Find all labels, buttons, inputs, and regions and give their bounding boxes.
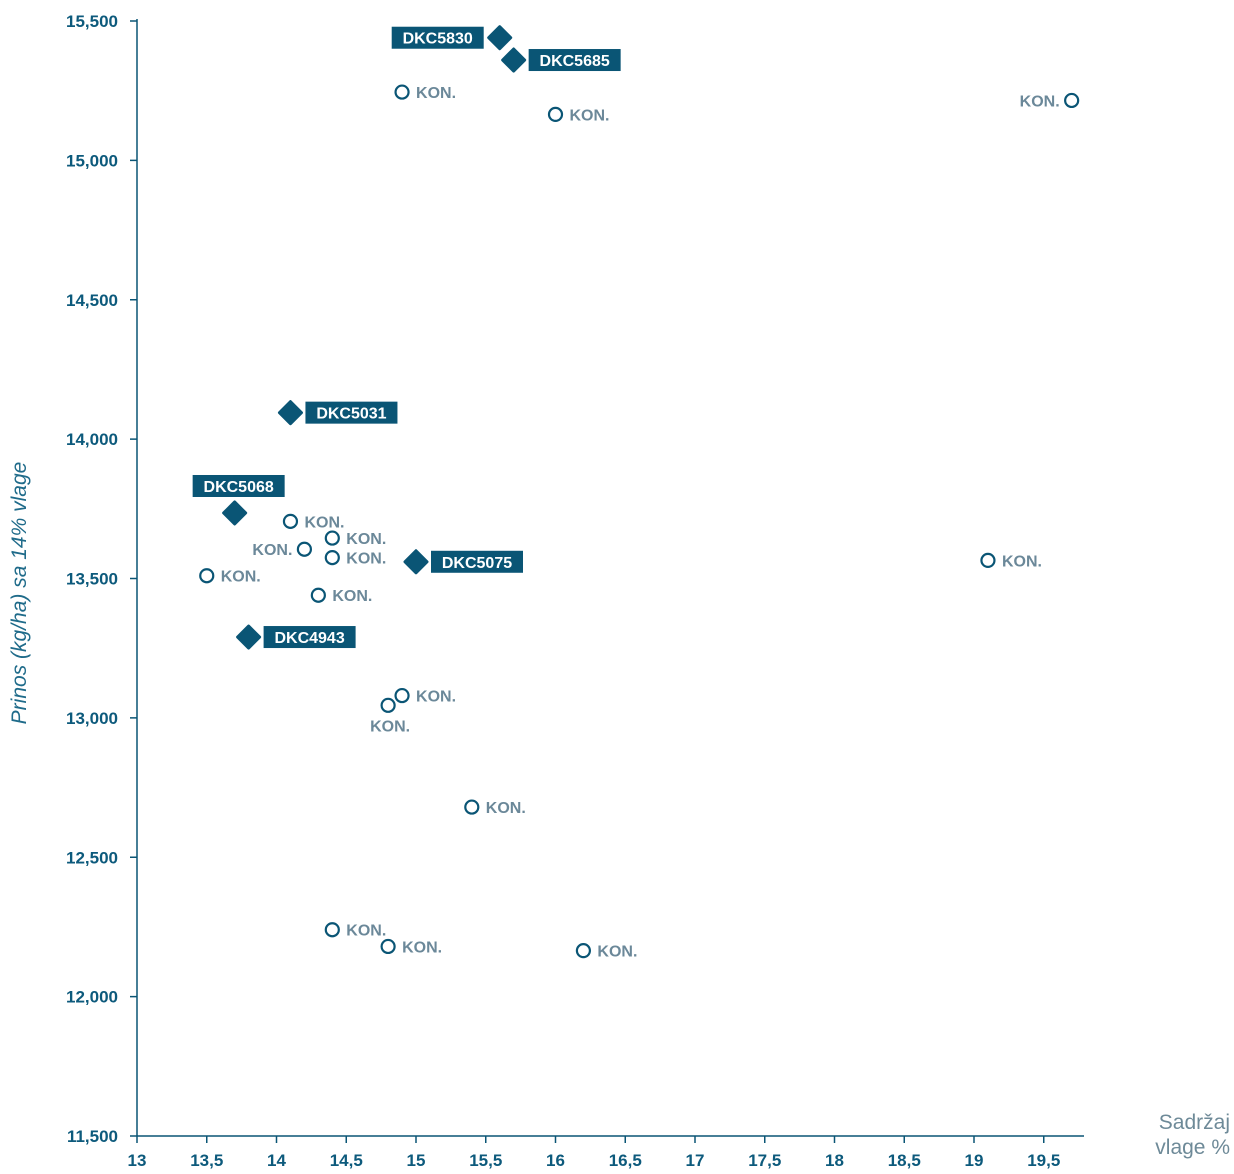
- x-tick-label: 19: [965, 1151, 984, 1170]
- hybrid-point-label: DKC5830: [403, 31, 473, 48]
- control-point-label: KON.: [346, 531, 386, 548]
- hybrid-point-marker: [487, 25, 513, 51]
- control-point-marker: [394, 84, 410, 100]
- hybrid-point-marker: [277, 400, 303, 426]
- control-point-label: KON.: [252, 542, 292, 559]
- x-tick-label: 17,5: [748, 1151, 781, 1170]
- hybrid-label-box: [391, 26, 484, 49]
- control-point-marker: [380, 697, 396, 713]
- x-axis-title: Sadržaj vlage %: [1120, 1110, 1230, 1160]
- x-tick-label: 18,5: [888, 1151, 921, 1170]
- hybrid-point-marker: [501, 47, 527, 73]
- y-axis-ticks: 11,500 12,000 12,500 13,000 13,500 14,000 14,5…: [66, 12, 137, 1146]
- control-point-label: KON.: [1020, 93, 1060, 110]
- hybrid-point-marker: [222, 500, 248, 526]
- hybrid-label-box: [528, 49, 621, 72]
- hybrid-point-label: DKC4943: [274, 630, 344, 647]
- x-tick-label: 18: [825, 1151, 844, 1170]
- control-point-marker: [380, 938, 396, 955]
- control-point-marker: [464, 799, 480, 815]
- control-point-marker: [980, 552, 996, 568]
- control-point-marker: [296, 541, 312, 557]
- control-point-label: KON.: [597, 944, 637, 961]
- control-point-marker: [575, 943, 592, 959]
- x-tick-label: 16: [546, 1151, 565, 1170]
- y-tick-label: 15,000: [66, 151, 118, 170]
- hybrid-label-box: [431, 550, 523, 573]
- axes: [136, 19, 1084, 1137]
- data-points: KON.KON.KON.KON.KON.KON. KON.KON.KON.KON.…: [192, 25, 1080, 961]
- control-point-label: KON.: [346, 551, 386, 568]
- x-tick-label: 19,5: [1027, 1151, 1060, 1170]
- hybrid-label-box: [192, 474, 285, 497]
- x-axis-title-line-2: vlage %: [1155, 1136, 1230, 1159]
- hybrid-point-marker: [403, 549, 429, 575]
- x-axis-ticks: 13 13,5 14 14,5 15 15,5 16 16,5 17 17,5 18 18,5 19 19…: [128, 1136, 1060, 1170]
- y-axis-title: Prinos (kg/ha) sa 14% vlage: [8, 461, 31, 725]
- control-point-label: KON.: [304, 514, 344, 531]
- hybrid-point-label: DKC5031: [316, 406, 386, 423]
- control-point-label: KON.: [332, 588, 372, 605]
- control-point-label: KON.: [1002, 553, 1042, 570]
- control-point-marker: [394, 687, 410, 704]
- x-tick-label: 14,5: [330, 1151, 363, 1170]
- control-point-marker: [199, 568, 215, 584]
- x-tick-label: 15: [407, 1151, 426, 1170]
- y-tick-label: 14,000: [66, 430, 118, 449]
- y-tick-label: 13,500: [66, 570, 118, 589]
- hybrid-label-box: [305, 401, 398, 424]
- x-tick-label: 15,5: [469, 1151, 502, 1170]
- x-tick-label: 13,5: [190, 1151, 223, 1170]
- control-point-marker: [310, 587, 326, 603]
- hybrid-point-label: DKC5075: [442, 555, 512, 572]
- control-point-label: KON.: [370, 718, 410, 735]
- x-tick-label: 17: [686, 1151, 705, 1170]
- x-tick-label: 16,5: [609, 1151, 642, 1170]
- y-tick-label: 15,500: [66, 12, 118, 31]
- control-point-label: KON.: [416, 689, 456, 706]
- control-point-label: KON.: [570, 107, 610, 124]
- x-axis-title-line-1: Sadržaj: [1158, 1111, 1230, 1134]
- control-point-marker: [282, 513, 299, 529]
- y-tick-label: 12,500: [66, 848, 118, 867]
- hybrid-point-label: DKC5685: [540, 53, 610, 70]
- control-point-marker: [547, 106, 564, 122]
- control-point-label: KON.: [486, 800, 526, 817]
- hybrid-point-label: DKC5068: [204, 479, 274, 496]
- y-tick-label: 13,000: [66, 709, 118, 728]
- hybrid-point-marker: [236, 624, 262, 650]
- y-tick-label: 11,500: [67, 1127, 118, 1146]
- control-point-label: KON.: [221, 569, 261, 586]
- control-point-marker: [1064, 92, 1080, 109]
- x-tick-label: 13: [128, 1151, 147, 1170]
- x-tick-label: 14: [267, 1151, 286, 1170]
- y-tick-label: 12,000: [66, 988, 118, 1007]
- control-point-label: KON.: [346, 923, 386, 940]
- control-point-label: KON.: [402, 939, 442, 956]
- y-tick-label: 14,500: [66, 291, 118, 310]
- control-point-marker: [324, 549, 340, 566]
- control-point-label: KON.: [416, 85, 456, 102]
- control-point-marker: [324, 922, 340, 938]
- control-point-marker: [324, 530, 340, 546]
- hybrid-label-box: [263, 626, 356, 649]
